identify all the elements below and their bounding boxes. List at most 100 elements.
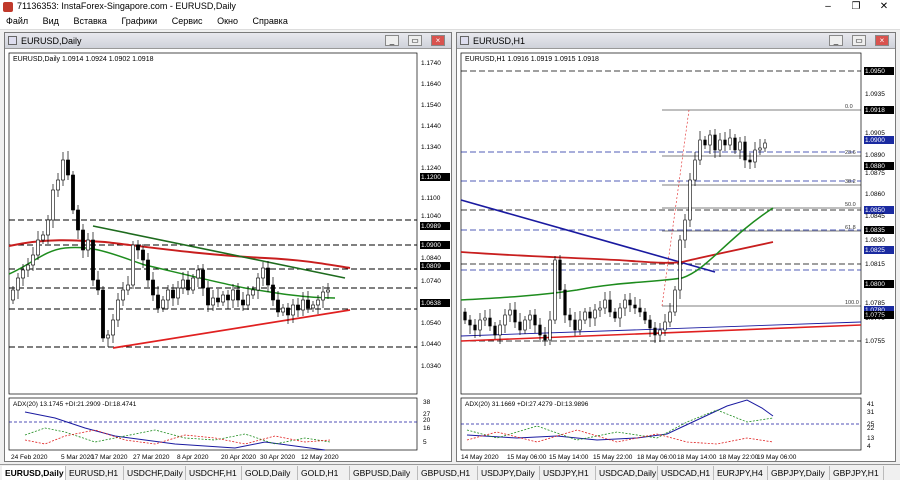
menu-insert[interactable]: Вставка [73, 16, 107, 26]
chart-tab[interactable]: USDCAD,Daily [596, 466, 658, 480]
menu-tools[interactable]: Сервис [171, 16, 203, 26]
candle [141, 249, 145, 261]
candle [186, 279, 190, 291]
candle [548, 319, 552, 341]
close-icon[interactable]: × [875, 35, 889, 46]
axis-tick-label: 13 [867, 435, 875, 442]
axis-tick-label: 1.0850 [865, 207, 885, 214]
adx-label: ADX(20) 31.1669 +DI:27.4279 -DI:13.9896 [465, 401, 589, 408]
axis-tick-label: 1.1240 [421, 165, 441, 172]
candle [468, 319, 472, 326]
axis-tick-label: 1.0905 [865, 130, 885, 137]
minimize-icon[interactable]: _ [829, 35, 843, 46]
chart-window-eurusd-daily[interactable]: EURUSD,Daily _ ▭ × EURUSD,Daily 1.0914 1… [4, 32, 452, 462]
menu-view[interactable]: Вид [42, 16, 59, 26]
candle [81, 229, 85, 251]
candle [196, 269, 200, 279]
candle [573, 319, 577, 331]
candle [528, 314, 532, 321]
axis-tick-label: 20 Apr 2020 [221, 454, 256, 461]
chart-tab[interactable]: EURUSD,Daily [2, 466, 66, 480]
candle [106, 334, 110, 339]
chart-tab[interactable]: USDCAD,H1 [658, 466, 714, 480]
axis-tick-label: 1.1340 [421, 144, 441, 151]
candle [678, 239, 682, 291]
chart-icon [8, 36, 17, 45]
menu-window[interactable]: Окно [217, 16, 238, 26]
candle [96, 279, 100, 291]
fib-level-label: 61.8 [845, 225, 856, 231]
ma-red [8, 239, 351, 269]
candle [568, 314, 572, 321]
candle [728, 137, 732, 146]
candle [121, 289, 125, 301]
candle [36, 239, 40, 256]
axis-tick-label: 15 May 06:00 [507, 454, 547, 461]
axis-tick-label: 1.0770 [865, 315, 885, 322]
axis-tick-label: 25 [867, 421, 875, 428]
chart-window-eurusd-h1[interactable]: EURUSD,H1 _ ▭ × EURUSD,H1 1.0916 1.0919 … [456, 32, 896, 462]
minimize-icon[interactable]: _ [385, 35, 399, 46]
candle [663, 321, 667, 331]
close-icon[interactable]: ✕ [879, 1, 889, 12]
chart-tab[interactable]: EURUSD,H1 [66, 466, 124, 480]
axis-tick-label: 1.1640 [421, 81, 441, 88]
chart-tab[interactable]: GOLD,Daily [242, 466, 298, 480]
candle [693, 159, 697, 181]
price-chart[interactable]: EURUSD,H1 1.0916 1.0919 1.0915 1.0918 0.… [457, 50, 895, 462]
candle [56, 179, 60, 191]
candle [723, 139, 727, 146]
chart-tab[interactable]: USDCHF,Daily [124, 466, 186, 480]
candle [31, 254, 35, 266]
candle [286, 307, 290, 316]
axis-tick-label: 5 [423, 439, 427, 446]
restore-icon[interactable]: ▭ [408, 35, 422, 46]
chart-tab[interactable]: USDJPY,H1 [540, 466, 596, 480]
chart-caption: EURUSD,H1 [473, 36, 526, 46]
axis-tick-label: 18 May 06:00 [637, 454, 677, 461]
axis-tick-label: 1.0880 [865, 163, 885, 170]
chart-tab[interactable]: GBPUSD,H1 [418, 466, 478, 480]
candle [703, 139, 707, 146]
candle [618, 307, 622, 319]
candle [311, 304, 315, 309]
chart-window-header[interactable]: EURUSD,Daily _ ▭ × [5, 33, 451, 49]
restore-icon[interactable]: ❐ [851, 1, 861, 12]
axis-tick-label: 1.0860 [865, 191, 885, 198]
chart-window-header[interactable]: EURUSD,H1 _ ▭ × [457, 33, 895, 49]
candle [488, 317, 492, 327]
chart-tab[interactable]: USDCHF,H1 [186, 466, 242, 480]
chart-tab[interactable]: GBPUSD,Daily [350, 466, 418, 480]
minimize-icon[interactable]: – [825, 1, 831, 12]
price-chart[interactable]: EURUSD,Daily 1.0914 1.0924 1.0902 1.0918… [5, 50, 451, 462]
adx-line [466, 399, 774, 441]
candle [708, 134, 712, 146]
candle [698, 139, 702, 161]
menu-charts[interactable]: Графики [121, 16, 158, 26]
chart-tab[interactable]: GBPJPY,H1 [830, 466, 884, 480]
window-title: 71136353: InstaForex-Singapore.com - EUR… [17, 1, 236, 11]
candle [276, 299, 280, 313]
axis-tick-label: 1.0775 [865, 312, 885, 319]
chart-tab[interactable]: GBPJPY,Daily [768, 466, 830, 480]
restore-icon[interactable]: ▭ [852, 35, 866, 46]
candle [673, 289, 677, 313]
candle [518, 321, 522, 331]
candle [588, 311, 592, 319]
axis-tick-label: 1.1040 [421, 213, 441, 220]
chart-tab[interactable]: USDJPY,Daily [478, 466, 540, 480]
candle [246, 294, 250, 306]
menu-file[interactable]: Файл [6, 16, 29, 26]
axis-tick-label: 1.0340 [421, 363, 441, 370]
chart-tab[interactable]: EURJPY,H4 [714, 466, 768, 480]
support-trendline [112, 309, 351, 349]
axis-tick-label: 14 May 2020 [461, 454, 499, 461]
close-icon[interactable]: × [431, 35, 445, 46]
axis-tick-label: 1.1540 [421, 102, 441, 109]
axis-tick-label: 1.0815 [865, 261, 885, 268]
candle [668, 311, 672, 323]
app-icon [3, 2, 13, 12]
candle [638, 307, 642, 313]
chart-tab[interactable]: GOLD,H1 [298, 466, 350, 480]
menu-help[interactable]: Справка [252, 16, 288, 26]
